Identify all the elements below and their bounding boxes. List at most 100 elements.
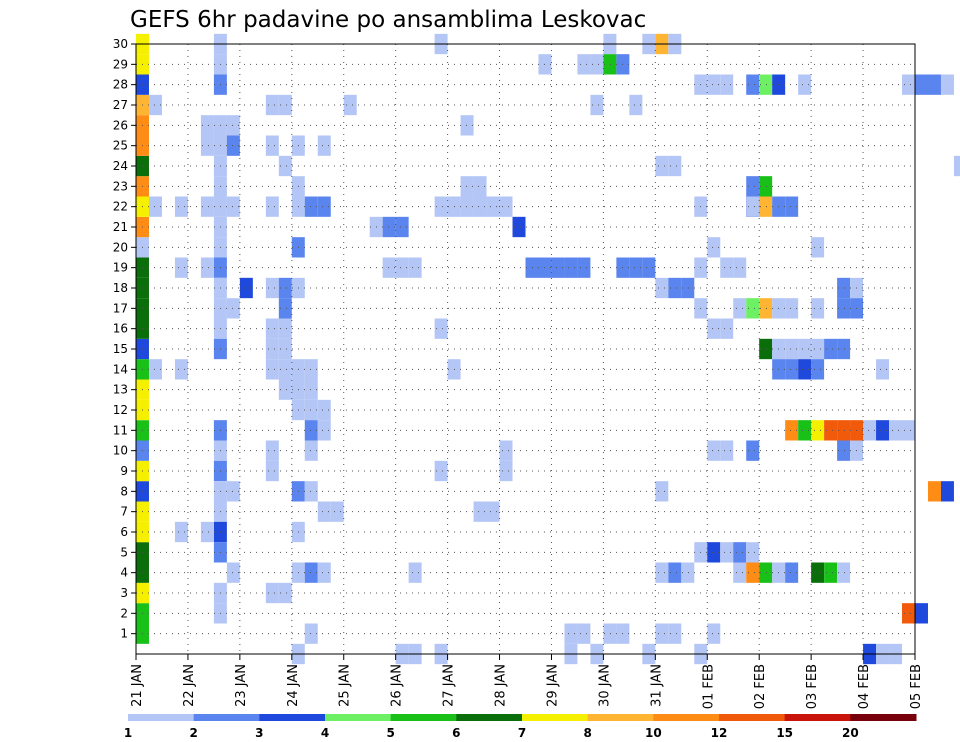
heatmap-cell (278, 338, 292, 360)
legend: 1 2 3 4 5 6 7 8 10 12 15 20 (124, 714, 917, 740)
heatmap-cell (590, 94, 604, 116)
heatmap-cell (759, 176, 773, 197)
y-tick-label: 6 (120, 525, 128, 539)
heatmap-cell (746, 298, 760, 319)
heatmap-cell (395, 216, 409, 238)
heatmap-cell (499, 440, 513, 461)
heatmap-cell (577, 257, 591, 278)
heatmap-cell (707, 318, 721, 339)
heatmap-cell (953, 155, 960, 177)
heatmap-cell (317, 399, 331, 421)
heatmap-cell (655, 562, 669, 583)
heatmap-cell (707, 440, 721, 461)
heatmap-cell (798, 420, 812, 441)
y-tick-label: 25 (113, 139, 128, 153)
heatmap-cell (733, 542, 747, 563)
heatmap-cell (278, 298, 292, 319)
heatmap-cell (940, 481, 954, 502)
heatmap-cell (720, 542, 734, 563)
x-tick-label: 30 JAN (597, 664, 612, 707)
heatmap-cell (902, 420, 915, 441)
y-tick-label: 26 (113, 118, 128, 132)
heatmap-cell (265, 277, 279, 299)
y-tick-label: 18 (113, 281, 128, 295)
heatmap-cell (746, 542, 760, 563)
x-tick-label: 03 FEB (805, 664, 820, 709)
heatmap-cell (460, 196, 474, 217)
heatmap-cell (148, 359, 162, 380)
heatmap-cell (200, 196, 214, 217)
y-tick-label: 14 (113, 362, 128, 376)
heatmap-cell (148, 94, 162, 116)
legend-label: 8 (583, 726, 591, 740)
heatmap-cell (668, 623, 682, 644)
heatmap-cell (382, 216, 396, 238)
heatmap-cell (707, 542, 721, 563)
heatmap-cell (681, 277, 695, 299)
heatmap-cell (278, 582, 292, 604)
legend-swatch (128, 714, 195, 721)
heatmap-cell (278, 359, 292, 380)
y-tick-label: 3 (120, 586, 128, 600)
heatmap-cell (265, 460, 279, 482)
heatmap-cell (434, 460, 448, 482)
heatmap-cell (317, 420, 331, 441)
heatmap-cell (265, 318, 279, 339)
heatmap-cell (681, 562, 695, 583)
y-tick-label: 2 (120, 606, 128, 620)
legend-swatch (390, 714, 457, 721)
heatmap-cell (733, 257, 747, 278)
x-tick-label: 26 JAN (390, 664, 405, 707)
heatmap-cell (759, 562, 773, 583)
heatmap-cell (746, 562, 760, 583)
heatmap-cell (434, 196, 448, 217)
heatmap-cell (460, 115, 474, 136)
y-tick-label: 16 (113, 322, 128, 336)
heatmap-cell (707, 74, 721, 95)
heatmap-cell (564, 257, 578, 278)
heatmap-cell (278, 94, 292, 116)
heatmap-cell (927, 481, 941, 502)
y-axis: 1234567891011121314151617181920212223242… (113, 37, 136, 641)
heatmap-cell (798, 338, 812, 360)
heatmap-cell (837, 277, 851, 299)
heatmap-cell (343, 94, 357, 116)
x-tick-label: 21 JAN (130, 664, 145, 707)
y-tick-label: 4 (120, 566, 128, 580)
heatmap-cell (200, 135, 214, 156)
heatmap-cell (837, 562, 851, 583)
y-tick-label: 23 (113, 179, 128, 193)
heatmap-cell (655, 623, 669, 644)
y-tick-label: 17 (113, 301, 128, 315)
y-tick-label: 20 (113, 240, 128, 254)
heatmap-cell (330, 501, 344, 522)
legend-label: 2 (189, 726, 197, 740)
x-tick-label: 31 JAN (649, 664, 664, 707)
heatmap-cell (577, 623, 591, 644)
heatmap-cell (720, 318, 734, 339)
heatmap-cell (525, 257, 539, 278)
heatmap-cell (512, 216, 526, 238)
heatmap-cell (940, 74, 954, 95)
x-tick-label: 05 FEB (909, 664, 924, 709)
heatmap-cell (174, 257, 188, 278)
y-tick-label: 10 (113, 444, 128, 458)
heatmap-cell (655, 155, 669, 177)
heatmap-cell (668, 562, 682, 583)
legend-label: 12 (711, 726, 728, 740)
y-tick-label: 1 (120, 627, 128, 641)
heatmap-cell (226, 115, 240, 136)
heatmap-cell (876, 359, 890, 380)
heatmap-cell (200, 521, 214, 543)
heatmap-cell (733, 562, 747, 583)
legend-label: 3 (255, 726, 263, 740)
heatmap-cell (304, 359, 318, 380)
heatmap-cell (785, 359, 799, 380)
y-tick-label: 24 (113, 159, 128, 173)
heatmap-cell (824, 338, 838, 360)
heatmap-cell (785, 196, 799, 217)
y-tick-label: 13 (113, 383, 128, 397)
legend-swatch (653, 714, 720, 721)
heatmap-cell (668, 277, 682, 299)
